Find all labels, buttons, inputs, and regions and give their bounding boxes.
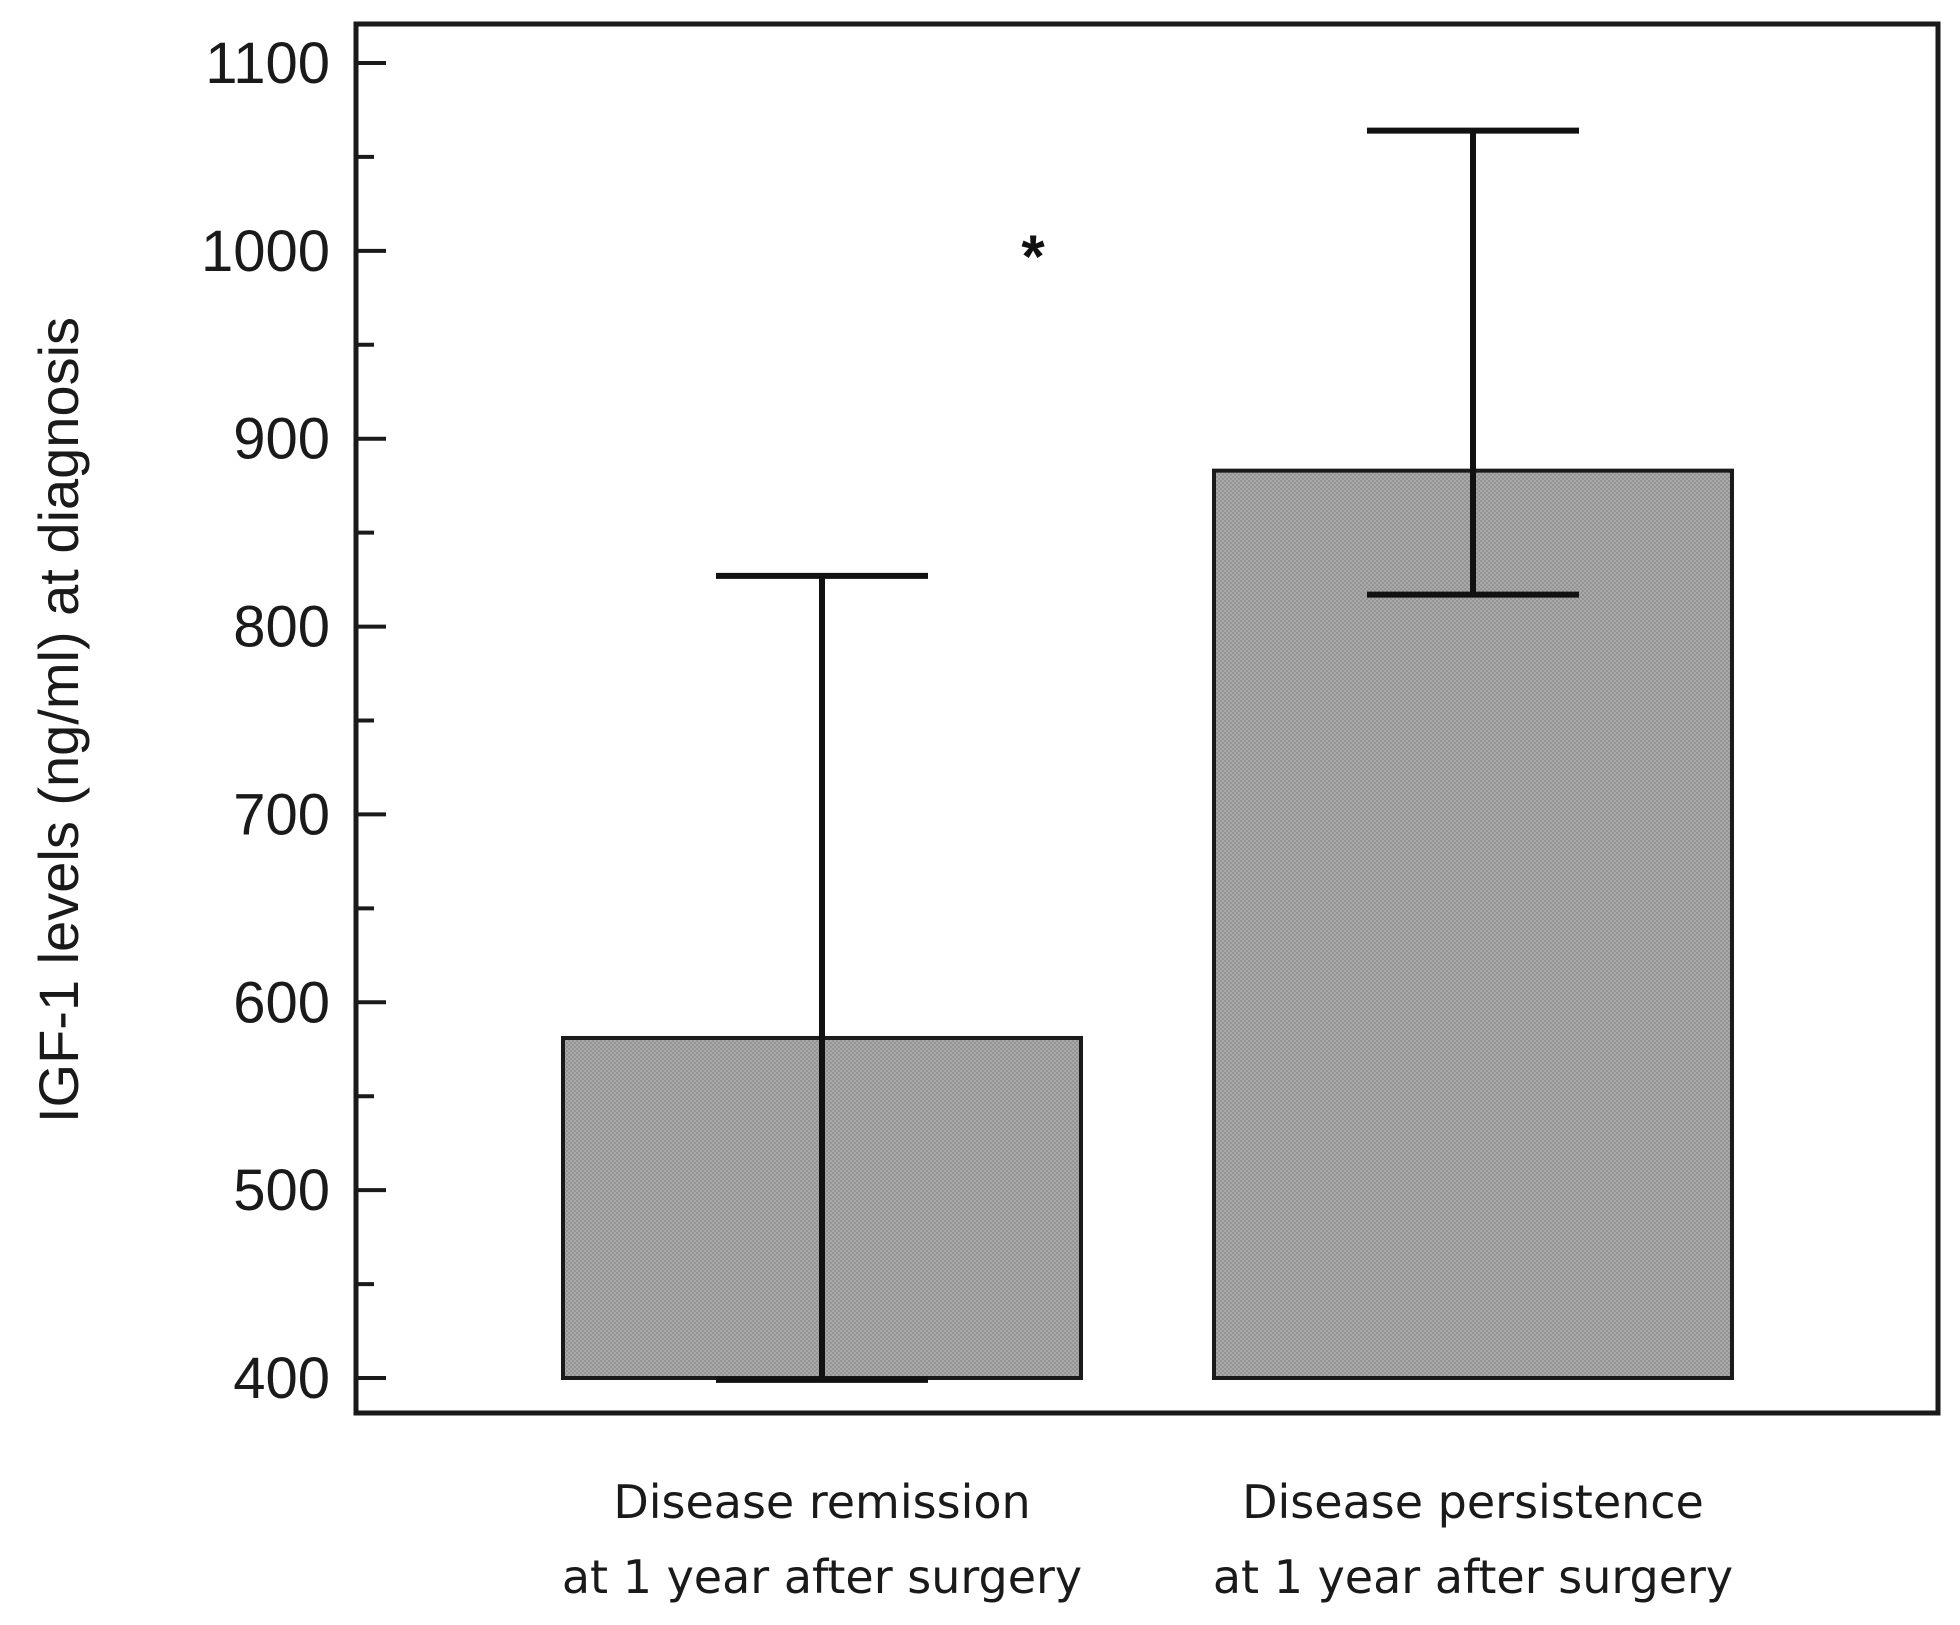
y-tick-label: 1100 — [205, 31, 330, 96]
plot-frame — [353, 21, 1941, 1416]
x-axis-categories: Disease remission at 1 year after surgery… — [562, 1475, 1733, 1604]
x-category-label: at 1 year after surgery — [562, 1550, 1082, 1604]
x-category-label: at 1 year after surgery — [1213, 1550, 1733, 1604]
significance-marker: * — [1021, 223, 1045, 290]
y-axis: 400 500 600 700 800 900 1000 1100 — [201, 31, 386, 1411]
y-tick-label: 1000 — [201, 219, 330, 284]
bars — [561, 468, 1734, 1380]
x-category-label: Disease remission — [613, 1475, 1030, 1529]
y-tick-label: 800 — [233, 595, 330, 660]
y-tick-label: 600 — [233, 970, 330, 1035]
bar — [1212, 468, 1734, 1380]
error-bars — [716, 127, 1579, 1383]
y-tick-label: 700 — [233, 782, 330, 847]
y-axis-title: IGF-1 levels (ng/ml) at diagnosis — [27, 317, 90, 1123]
y-tick-label: 400 — [233, 1346, 330, 1411]
x-category-label: Disease persistence — [1242, 1475, 1704, 1529]
annotations: * — [1021, 223, 1045, 290]
y-tick-label: 900 — [233, 407, 330, 472]
y-tick-label: 500 — [233, 1158, 330, 1223]
